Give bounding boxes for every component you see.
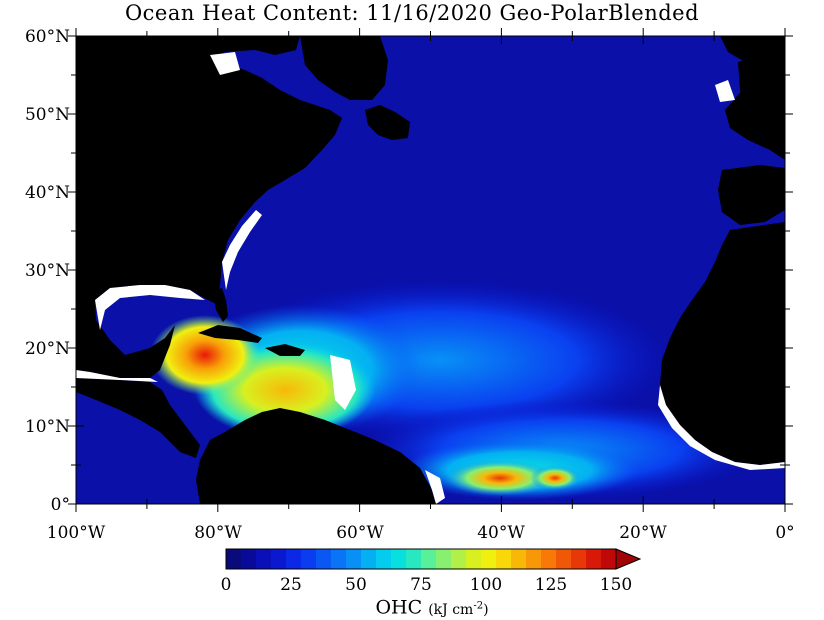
colorbar-segment	[571, 549, 587, 569]
lon-tick-label: 80°W	[194, 523, 242, 543]
lon-tick-label: 100°W	[47, 523, 106, 543]
colorbar-segment	[586, 549, 602, 569]
cuba-land	[198, 325, 262, 343]
no-data-gulf	[95, 285, 205, 330]
colorbar-tick-label: 25	[280, 575, 302, 595]
colorbar-segment	[421, 549, 437, 569]
colorbar-segment	[391, 549, 407, 569]
colorbar-overflow-arrow	[615, 548, 642, 570]
colorbar-tick-label: 75	[410, 575, 432, 595]
lat-tick-label: 30°N	[25, 261, 70, 281]
colorbar-tick-label: 125	[535, 575, 567, 595]
colorbar-segment	[466, 549, 482, 569]
lon-tick-label: 40°W	[477, 523, 525, 543]
colorbar-segment	[331, 549, 347, 569]
no-data-central-america	[76, 370, 158, 382]
colorbar-segment	[406, 549, 422, 569]
lat-tick-label: 10°N	[25, 417, 70, 437]
lat-tick-label: 0°	[51, 495, 70, 515]
colorbar-tick-labels: 0 25 50 75 100 125 150	[221, 575, 633, 595]
north-america-land	[76, 36, 342, 378]
colorbar-segment	[361, 549, 377, 569]
florida-land	[213, 288, 228, 322]
colorbar-segment	[316, 549, 332, 569]
hispaniola-land	[265, 344, 305, 356]
colorbar-segment	[376, 549, 392, 569]
lat-tick-label: 60°N	[25, 27, 70, 47]
colorbar-segment	[601, 549, 617, 569]
colorbar-segment	[451, 549, 467, 569]
equatorial-high-ohc	[445, 460, 555, 496]
no-data-north	[210, 52, 240, 75]
colorbar-label: OHC (kJ cm-2)	[0, 596, 824, 620]
colorbar-segment	[301, 549, 317, 569]
no-data-coast-na	[222, 210, 262, 290]
lon-tick-label: 60°W	[336, 523, 384, 543]
no-data-caribbean	[330, 355, 356, 410]
lat-tick-label: 50°N	[25, 105, 70, 125]
colorbar-tick-label: 150	[600, 575, 632, 595]
colorbar-segment	[346, 549, 362, 569]
colorbar-segment	[226, 549, 242, 569]
lat-tick-label: 40°N	[25, 183, 70, 203]
colorbar-segment	[241, 549, 257, 569]
colorbar-segment	[556, 549, 572, 569]
latitude-labels: 60°N 50°N 40°N 30°N 20°N 10°N 0°	[25, 27, 70, 515]
colorbar-segment	[481, 549, 497, 569]
uk-land	[738, 58, 766, 104]
colorbar-segment	[436, 549, 452, 569]
lat-tick-label: 20°N	[25, 339, 70, 359]
south-america-land	[196, 408, 436, 504]
lon-tick-label: 0°	[775, 523, 794, 543]
no-data-europe-coast	[715, 80, 735, 102]
iberia-land	[718, 165, 785, 225]
colorbar-frame	[225, 548, 617, 570]
longitude-labels: 100°W 80°W 60°W 40°W 20°W 0°	[47, 523, 795, 543]
colorbar-segment	[496, 549, 512, 569]
central-america-land	[76, 378, 200, 458]
gulf-high-ohc	[150, 315, 260, 395]
colorbar-tick-label: 100	[470, 575, 502, 595]
colorbar-segment	[541, 549, 557, 569]
colorbar-label-main: OHC	[375, 596, 423, 619]
axis-ticks	[68, 28, 793, 512]
labrador-land	[300, 36, 388, 100]
lon-tick-label: 20°W	[619, 523, 667, 543]
colorbar-segment	[271, 549, 287, 569]
colorbar-segment	[526, 549, 542, 569]
colorbar-label-unit: (kJ cm-2)	[428, 600, 489, 618]
no-data-sa-coast	[425, 470, 445, 504]
newfoundland-land	[365, 105, 410, 140]
colorbar	[225, 548, 642, 570]
colorbar-tick-label: 0	[221, 575, 232, 595]
equatorial-high-ohc-east	[530, 466, 580, 490]
colorbar-segment	[256, 549, 272, 569]
map-title: Ocean Heat Content: 11/16/2020 Geo-Polar…	[124, 1, 700, 25]
africa-land	[660, 222, 785, 465]
colorbar-tick-label: 50	[345, 575, 367, 595]
colorbar-segment	[286, 549, 302, 569]
colorbar-segment	[511, 549, 527, 569]
